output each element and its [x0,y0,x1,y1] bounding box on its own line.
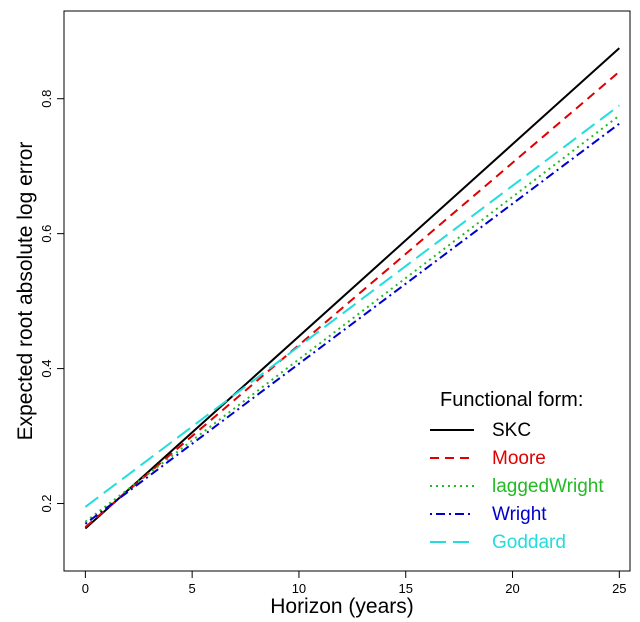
plot-area-border [63,10,631,572]
x-axis-ticks: 0 5 10 15 20 25 [82,571,627,596]
x-tick-label: 10 [292,581,306,596]
y-tick-label: 0.4 [39,360,54,378]
x-tick-label: 20 [505,581,519,596]
y-axis-title: Expected root absolute log error [14,142,37,441]
series-lines [84,47,620,530]
series-line-Wright [84,122,620,525]
y-tick-label: 0.6 [39,225,54,243]
y-axis-ticks: 0.2 0.4 0.6 0.8 [39,90,64,513]
x-tick-label: 15 [399,581,413,596]
legend-label: Moore [492,448,546,469]
x-tick-label: 0 [82,581,89,596]
x-tick-label: 5 [189,581,196,596]
legend-label: Wright [492,504,547,525]
y-tick-label: 0.2 [39,494,54,512]
legend-title: Functional form: [440,389,583,411]
x-axis-title: Horizon (years) [270,595,414,618]
y-tick-label: 0.8 [39,90,54,108]
series-line-laggedWright [84,114,620,523]
series-line-Goddard [84,104,620,508]
series-line-Moore [84,70,620,528]
legend-label: Goddard [492,532,566,553]
x-tick-label: 25 [612,581,626,596]
legend-label: SKC [492,420,531,441]
legend: Functional form: SKC Moore laggedWright Wri… [430,389,604,553]
series-line-SKC [84,47,620,530]
legend-label: laggedWright [492,476,604,497]
